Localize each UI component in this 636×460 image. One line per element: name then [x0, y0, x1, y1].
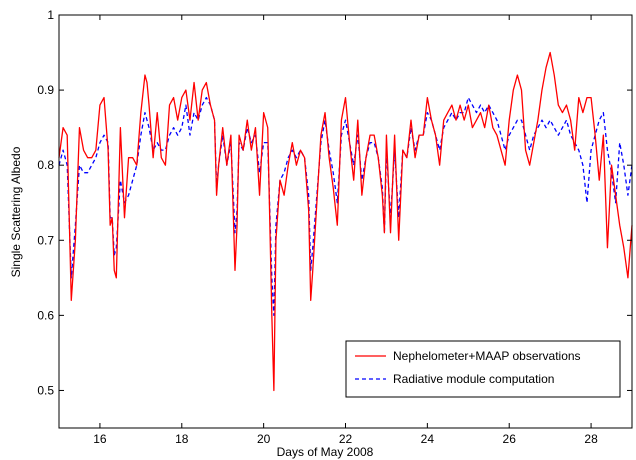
- legend: Nephelometer+MAAP observations Radiative…: [345, 340, 621, 398]
- plot-area: [58, 51, 633, 392]
- legend-label-observations: Nephelometer+MAAP observations: [393, 349, 581, 363]
- x-tick-label: 22: [339, 432, 353, 446]
- y-tick-label: 0.5: [37, 383, 54, 397]
- series-line-observations: [58, 51, 633, 392]
- legend-label-computation: Radiative module computation: [393, 372, 554, 386]
- x-tick-label: 24: [421, 432, 435, 446]
- y-tick-label: 1: [47, 8, 54, 22]
- y-tick-label: 0.9: [37, 83, 54, 97]
- series-line-computation: [58, 96, 633, 317]
- x-tick-label: 20: [257, 432, 271, 446]
- y-axis-label: Single Scattering Albedo: [9, 146, 23, 277]
- x-tick-label: 26: [503, 432, 517, 446]
- x-tick-label: 28: [584, 432, 598, 446]
- y-tick-label: 0.6: [37, 308, 54, 322]
- legend-box: [345, 340, 621, 398]
- x-tick-label: 18: [175, 432, 189, 446]
- x-tick-label: 16: [93, 432, 107, 446]
- y-tick-label: 0.8: [37, 158, 54, 172]
- x-axis-label: Days of May 2008: [277, 445, 374, 459]
- y-tick-label: 0.7: [37, 233, 54, 247]
- axes: 16 18 20 22 24 26 28 0.5 0.6 0.7 0.8 0.9 1: [37, 8, 633, 446]
